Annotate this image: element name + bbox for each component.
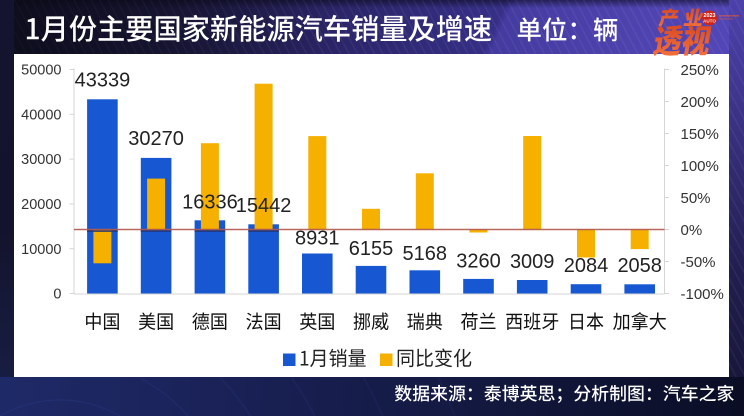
svg-text:30270: 30270 (128, 128, 184, 150)
svg-text:40000: 40000 (21, 107, 61, 123)
svg-text:2023: 2023 (704, 13, 716, 19)
svg-text:0: 0 (53, 287, 61, 303)
svg-text:50%: 50% (681, 190, 711, 207)
svg-text:10000: 10000 (21, 242, 61, 258)
svg-text:5168: 5168 (403, 243, 448, 265)
svg-text:15442: 15442 (236, 195, 292, 217)
svg-text:250%: 250% (681, 62, 719, 79)
svg-text:2058: 2058 (617, 255, 662, 277)
svg-text:AUTO: AUTO (703, 19, 716, 24)
svg-text:150%: 150% (681, 126, 719, 143)
svg-text:0%: 0% (681, 222, 703, 239)
svg-text:6155: 6155 (349, 238, 394, 260)
svg-text:16336: 16336 (182, 192, 238, 214)
svg-text:2084: 2084 (564, 255, 609, 277)
svg-text:3260: 3260 (456, 250, 501, 272)
svg-text:8931: 8931 (295, 227, 340, 249)
svg-text:-50%: -50% (681, 254, 716, 271)
svg-text:50000: 50000 (21, 63, 61, 79)
svg-text:30000: 30000 (21, 152, 61, 168)
svg-text:3009: 3009 (510, 251, 555, 273)
svg-text:200%: 200% (681, 94, 719, 111)
svg-text:43339: 43339 (75, 70, 131, 92)
svg-text:20000: 20000 (21, 197, 61, 213)
svg-text:-100%: -100% (681, 286, 724, 303)
svg-text:100%: 100% (681, 158, 719, 175)
